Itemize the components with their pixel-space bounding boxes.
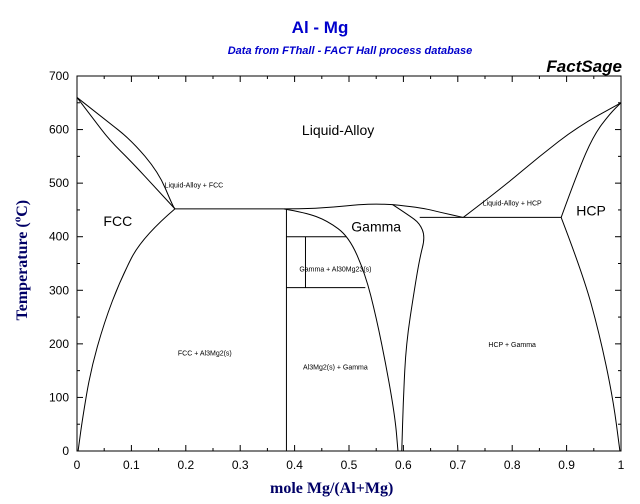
boundary-liquidus-right — [462, 102, 622, 218]
y-tick-label: 0 — [62, 444, 69, 458]
brand-logo: FactSage — [546, 57, 622, 76]
boundary-fcc-solvus — [77, 208, 176, 452]
region-label-hcp-gamma: HCP + Gamma — [488, 342, 536, 349]
chart-title: Al - Mg — [291, 18, 349, 37]
boundary-gamma-left — [283, 208, 399, 452]
y-tick-label: 300 — [49, 283, 69, 297]
chart-subtitle: Data from FThall - FACT Hall process dat… — [227, 45, 473, 57]
x-axis-label: mole Mg/(Al+Mg) — [270, 480, 394, 497]
region-label-al3mg2-gamma: Al3Mg2(s) + Gamma — [303, 365, 368, 372]
y-axis-label: Temperature (oC) — [11, 199, 32, 321]
x-tick-label: 0.6 — [395, 458, 412, 472]
x-tick-label: 1 — [618, 458, 625, 472]
boundary-liquidus-mid-right — [392, 204, 464, 218]
x-tick-label: 0.8 — [504, 458, 521, 472]
region-label-gamma: Gamma — [351, 218, 401, 234]
x-tick-label: 0.1 — [123, 458, 140, 472]
region-label-hcp: HCP — [576, 202, 606, 218]
region-label-gamma-al30: Gamma + Al30Mg23(s) — [299, 267, 371, 274]
boundary-solidus-fcc — [76, 97, 176, 210]
x-tick-label: 0.2 — [177, 458, 194, 472]
x-tick-label: 0.5 — [341, 458, 358, 472]
x-tick-label: 0 — [74, 458, 81, 472]
region-label-fcc-al3mg2: FCC + Al3Mg2(s) — [178, 351, 232, 358]
x-tick-label: 0.3 — [232, 458, 249, 472]
region-label-liq-hcp: Liquid-Alloy + HCP — [483, 201, 542, 208]
x-tick-label: 0.9 — [558, 458, 575, 472]
boundary-solidus-hcp — [560, 102, 622, 218]
boundary-gamma-right — [392, 204, 425, 452]
y-tick-label: 500 — [49, 176, 69, 190]
boundary-hcp-solvus — [560, 217, 621, 452]
boundary-liquidus-mid-left — [283, 203, 393, 210]
region-label-liquid: Liquid-Alloy — [302, 122, 374, 138]
region-label-liq-fcc: Liquid-Alloy + FCC — [165, 182, 224, 189]
x-tick-label: 0.7 — [449, 458, 466, 472]
region-label-fcc: FCC — [103, 213, 132, 229]
y-tick-label: 600 — [49, 123, 69, 137]
boundary-liquidus-left — [76, 97, 176, 210]
y-tick-label: 400 — [49, 230, 69, 244]
y-tick-label: 700 — [49, 69, 69, 83]
y-tick-label: 100 — [49, 390, 69, 404]
x-tick-label: 0.4 — [286, 458, 303, 472]
y-tick-label: 200 — [49, 337, 69, 351]
